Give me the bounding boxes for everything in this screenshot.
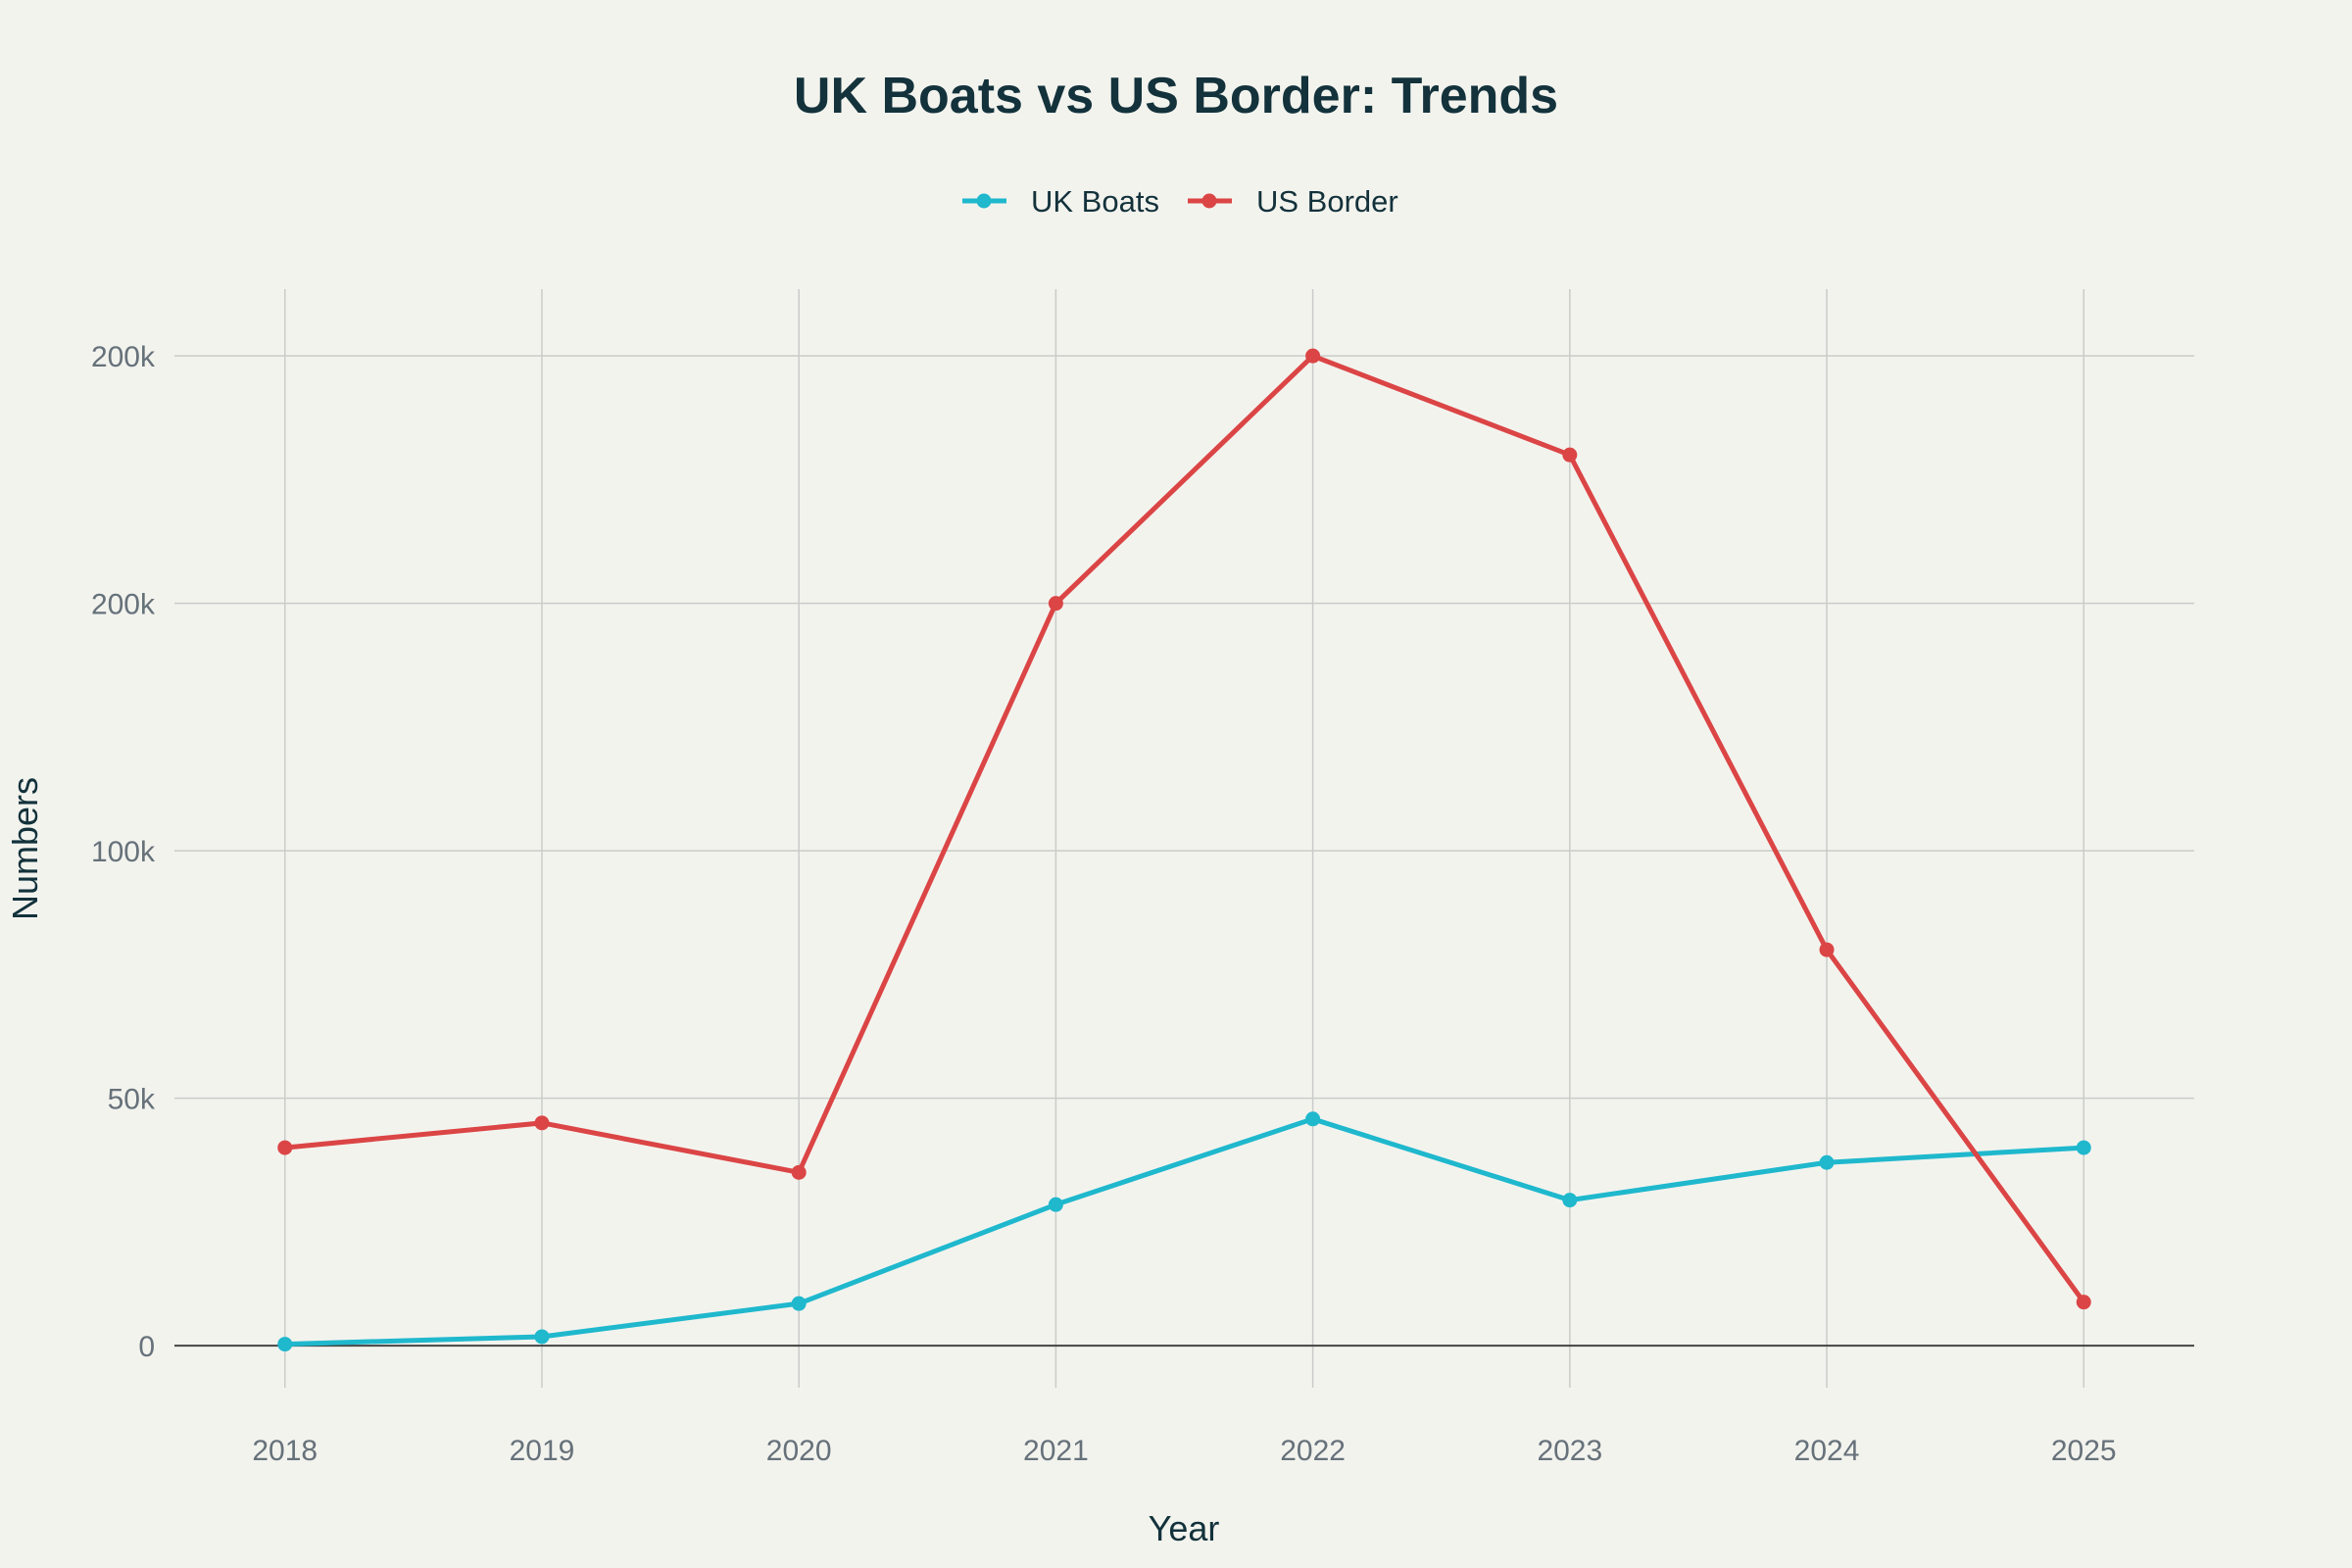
data-point [534,1115,550,1131]
data-point [2076,1295,2091,1310]
x-tick-label: 2020 [766,1435,832,1467]
legend-swatch-marker [976,193,992,209]
data-point [1048,596,1063,612]
series-line [284,1116,2084,1348]
chart-title: UK Boats vs US Border: Trends [794,68,1558,124]
data-point [791,1296,807,1311]
y-axis-label: Numbers [5,777,45,920]
y-tick-label: 0 [138,1331,155,1363]
data-point [791,1164,807,1180]
y-tick-label: 100k [91,836,156,868]
data-point [277,1140,293,1155]
data-point [2076,1140,2091,1155]
series-layer [277,348,2091,1352]
y-tick-label: 200k [91,341,156,373]
y-tick-label: 200k [91,589,156,621]
data-point [1305,348,1321,364]
data-point [1562,447,1578,463]
data-point [1305,1111,1321,1127]
x-tick-label: 2024 [1794,1435,1860,1467]
x-tick-label: 2025 [2051,1435,2117,1467]
grid: 2018 2019 2020 2021 2022 2023 2024 2025 0 50k 100k… [91,289,2194,1467]
data-point [1819,1154,1835,1170]
x-axis-label: Year [1149,1508,1220,1548]
legend-label: US Border [1256,184,1398,219]
series-line [284,353,2086,1304]
data-point [534,1329,550,1345]
y-tick-label: 50k [108,1084,156,1116]
data-point [1562,1193,1578,1208]
x-tick-label: 2021 [1023,1435,1089,1467]
data-point [1819,942,1835,957]
x-tick-label: 2018 [252,1435,318,1467]
x-tick-label: 2019 [510,1435,575,1467]
data-point [277,1337,293,1352]
legend: UK Boats US Border [962,184,1398,219]
x-tick-label: 2022 [1280,1435,1346,1467]
data-point [1048,1197,1063,1212]
x-tick-label: 2023 [1537,1435,1602,1467]
legend-swatch-marker [1201,193,1217,209]
legend-label: UK Boats [1031,184,1159,219]
